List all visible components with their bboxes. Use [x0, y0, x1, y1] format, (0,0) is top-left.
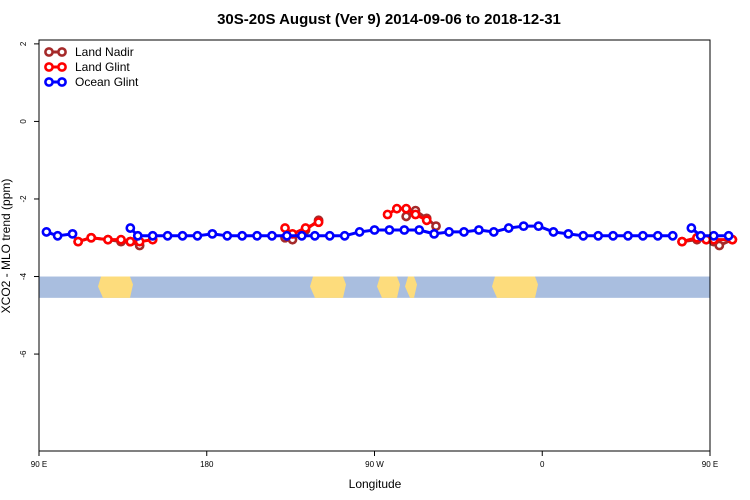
- series-2-point-1-21: [429, 228, 440, 239]
- series-1-point-3-3: [410, 209, 421, 220]
- map-land-4: [405, 276, 417, 298]
- legend-label-1: Land Glint: [75, 60, 130, 74]
- series-2-point-1-23: [459, 227, 469, 237]
- series-2-point-1-22: [444, 227, 454, 237]
- series-2-line-2: [690, 226, 729, 238]
- series-2-point-1-1: [132, 230, 143, 241]
- series-2-point-2-1: [695, 230, 706, 241]
- series-1-point-1-0: [125, 236, 136, 247]
- series-2-point-1-6: [207, 228, 218, 239]
- series-1-point-3-2: [401, 203, 412, 214]
- series-0-point-3-4: [714, 240, 725, 251]
- legend-label-0: Land Nadir: [75, 45, 134, 59]
- map-land-2: [310, 276, 346, 298]
- x-tick-label-1: 180: [200, 460, 214, 469]
- series-2-point-0-1: [52, 230, 63, 241]
- legend-marker-left-0: [44, 47, 54, 57]
- series-2-point-1-11: [281, 230, 292, 241]
- series-2-point-2-0: [686, 223, 697, 233]
- series-2-point-1-3: [162, 230, 173, 241]
- map-land-3: [377, 276, 400, 298]
- series-2-point-1-29: [548, 227, 559, 237]
- map-ocean: [39, 276, 710, 298]
- series-2-point-1-19: [399, 225, 410, 235]
- series-0-point-2-3: [431, 221, 441, 232]
- y-axis: 2 0 -2 -4 -6: [19, 41, 39, 358]
- series-2-point-1-37: [667, 230, 678, 241]
- series-2-point-1-30: [563, 228, 574, 239]
- y-tick-label-4: -6: [19, 350, 28, 358]
- x-tick-label-3: 0: [540, 460, 545, 469]
- series-2-point-1-10: [267, 230, 277, 241]
- series-2-point-1-17: [369, 225, 380, 235]
- map-land-5: [492, 276, 538, 298]
- series-2-point-1-12: [296, 230, 307, 241]
- y-tick-label-1: 0: [19, 119, 28, 124]
- legend-marker-right-1: [57, 62, 67, 72]
- y-axis-label: XCO2 - MLO trend (ppm): [0, 179, 13, 314]
- x-axis-label: Longitude: [349, 477, 402, 491]
- x-tick-label-2: 90 W: [365, 460, 384, 469]
- series-2-point-1-9: [252, 230, 262, 241]
- series-1-point-0-1: [86, 232, 97, 243]
- series-1-point-4-0: [677, 236, 687, 247]
- series-2-point-1-26: [503, 223, 514, 233]
- map-land-1: [98, 276, 133, 298]
- series-2: [41, 221, 734, 241]
- series-2-point-1-4: [177, 230, 188, 241]
- series-2-point-1-18: [384, 225, 395, 235]
- series-2-point-1-36: [652, 230, 663, 241]
- series-2-point-2-3: [723, 230, 734, 241]
- series-1-point-3-0: [382, 209, 393, 220]
- series-1-point-0-3: [116, 234, 126, 245]
- series-2-point-1-28: [533, 221, 544, 232]
- series-2-point-1-20: [414, 225, 425, 235]
- legend-marker-left-2: [44, 77, 54, 87]
- series-2-point-1-25: [488, 227, 499, 237]
- series-2-point-1-33: [608, 230, 618, 241]
- legend-marker-right-0: [57, 47, 67, 57]
- series-1-point-2-2: [300, 223, 311, 233]
- x-tick-label-4: 90 E: [702, 460, 718, 469]
- legend-label-2: Ocean Glint: [75, 75, 139, 89]
- series-2-point-1-0: [125, 223, 136, 233]
- series-1-point-0-2: [103, 234, 113, 245]
- series-2-point-0-0: [41, 227, 52, 237]
- series-2-point-1-7: [222, 230, 233, 241]
- x-axis: 90 E 180 90 W 0 90 E: [31, 451, 718, 469]
- series-2-point-1-8: [237, 230, 248, 241]
- series-2-point-1-32: [593, 230, 604, 241]
- y-tick-label-0: 2: [19, 41, 28, 46]
- y-tick-label-2: -2: [19, 195, 28, 203]
- legend-marker-left-1: [44, 62, 54, 72]
- series-2-point-1-16: [354, 227, 365, 237]
- series-2-point-1-34: [623, 230, 633, 241]
- series-2-point-1-5: [192, 230, 203, 241]
- series-2-point-1-27: [518, 221, 529, 232]
- series-2-point-2-2: [708, 230, 719, 241]
- series-2-point-1-15: [339, 230, 350, 241]
- series-1-point-2-3: [313, 217, 324, 228]
- series-2-point-1-14: [324, 230, 335, 241]
- series-1-point-2-0: [280, 223, 290, 233]
- legend-marker-right-2: [57, 77, 67, 87]
- series-1-point-0-0: [73, 236, 84, 247]
- series-2-point-1-13: [309, 230, 320, 241]
- map-strip: [39, 276, 710, 298]
- series-2-point-0-2: [67, 228, 78, 239]
- series-2-point-1-2: [147, 230, 158, 241]
- series-0-point-2-0: [401, 211, 412, 222]
- series-1-point-3-4: [421, 215, 432, 226]
- y-tick-label-3: -4: [19, 272, 28, 280]
- series-2-point-1-31: [578, 230, 589, 241]
- series-1-point-3-1: [391, 203, 402, 214]
- series-2-point-1-35: [638, 230, 648, 241]
- series-2-point-1-24: [473, 225, 484, 235]
- series-1: [73, 203, 738, 247]
- chart-title: 30S-20S August (Ver 9) 2014-09-06 to 201…: [217, 11, 561, 28]
- series-layer: [41, 203, 738, 251]
- x-tick-label-0: 90 E: [31, 460, 47, 469]
